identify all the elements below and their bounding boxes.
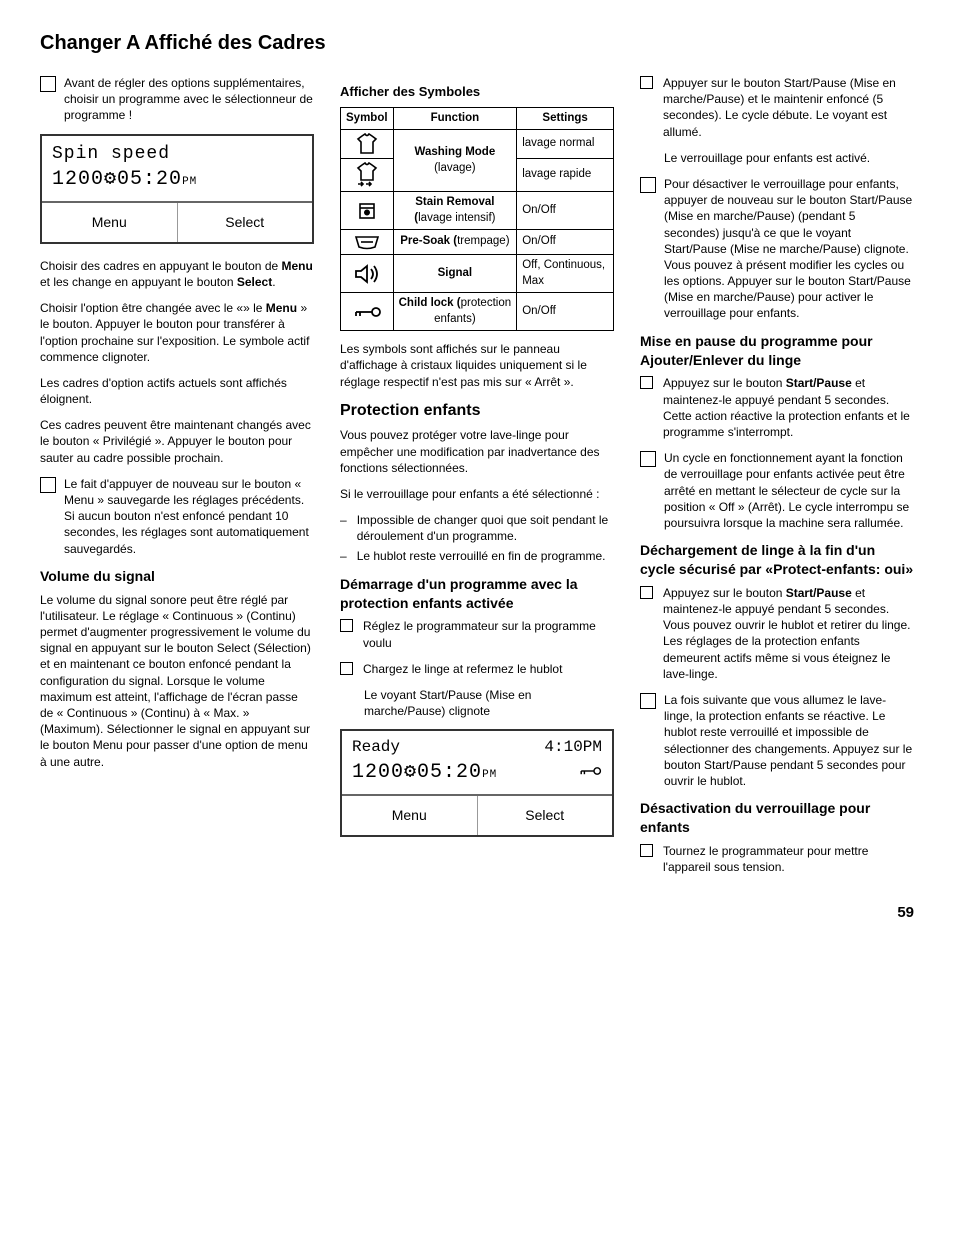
note-icon <box>40 477 56 493</box>
note-text: Pour désactiver le verrouillage pour enf… <box>664 176 914 322</box>
list-item: Tournez le programmateur pour mettre l'a… <box>640 843 914 875</box>
paragraph: Les cadres d'option actifs actuels sont … <box>40 375 314 407</box>
list-item: Le hublot reste verrouillé en fin de pro… <box>340 548 614 564</box>
columns: Avant de régler des options supplémentai… <box>40 75 914 885</box>
note-box: Pour désactiver le verrouillage pour enf… <box>640 176 914 322</box>
note-icon <box>640 693 656 709</box>
note-box: La fois suivante que vous allumez le lav… <box>640 692 914 789</box>
cell-setting: On/Off <box>517 230 614 255</box>
cell-fn: Washing Mode (lavage) <box>393 130 517 192</box>
note-text: Avant de régler des options supplémentai… <box>64 75 314 124</box>
th-symbol: Symbol <box>341 107 394 130</box>
checkbox-icon <box>640 844 653 857</box>
lcd-line2: 1200⚙05:20PM <box>52 166 302 193</box>
presoak-icon <box>341 230 394 255</box>
list-item: Appuyez sur le bouton Start/Pause et mai… <box>640 585 914 682</box>
table-row: Signal Off, Continuous, Max <box>341 255 614 293</box>
page-number: 59 <box>40 903 914 923</box>
paragraph: Vous pouvez protéger votre lave-linge po… <box>340 427 614 476</box>
note-text: Un cycle en fonctionnement ayant la fonc… <box>664 450 914 531</box>
table-row: Stain Removal (lavage intensif) On/Off <box>341 192 614 230</box>
checkbox-icon <box>340 662 353 675</box>
task-list: Appuyer sur le bouton Start/Pause (Mise … <box>640 75 914 140</box>
th-settings: Settings <box>517 107 614 130</box>
lcd-line1: Spin speed <box>52 142 302 166</box>
list-item: Réglez le programmateur sur la programme… <box>340 618 614 650</box>
column-2: Afficher des Symboles Symbol Function Se… <box>340 75 614 885</box>
task-list: Réglez le programmateur sur la programme… <box>340 618 614 677</box>
paragraph: Les symbols sont affichés sur le panneau… <box>340 341 614 390</box>
lcd-top-line: Ready 4:10PM <box>352 737 602 759</box>
table-row: Pre-Soak (trempage) On/Off <box>341 230 614 255</box>
heading-pause: Mise en pause du programme pour Ajouter/… <box>640 332 914 370</box>
heading-volume: Volume du signal <box>40 567 314 586</box>
cell-setting: lavage normal <box>517 130 614 159</box>
heading-protection: Protection enfants <box>340 400 614 422</box>
paragraph: Choisir des cadres en appuyant le bouton… <box>40 258 314 290</box>
paragraph: Le voyant Start/Pause (Mise en marche/Pa… <box>364 687 614 719</box>
key-icon <box>341 293 394 331</box>
paragraph: Si le verrouillage pour enfants a été sé… <box>340 486 614 502</box>
page-title: Changer A Affiché des Cadres <box>40 30 914 57</box>
note-text: La fois suivante que vous allumez le lav… <box>664 692 914 789</box>
task-list: Appuyez sur le bouton Start/Pause et mai… <box>640 585 914 682</box>
dash-list: Impossible de changer quoi que soit pend… <box>340 512 614 565</box>
note-icon <box>640 177 656 193</box>
checkbox-icon <box>640 376 653 389</box>
column-3: Appuyer sur le bouton Start/Pause (Mise … <box>640 75 914 885</box>
heading-dechargement: Déchargement de linge à la fin d'un cycl… <box>640 541 914 579</box>
list-item: Impossible de changer quoi que soit pend… <box>340 512 614 544</box>
paragraph: Choisir l'option être changée avec le «»… <box>40 300 314 365</box>
shirt-icon <box>341 130 394 159</box>
stain-icon <box>341 192 394 230</box>
checkbox-icon <box>340 619 353 632</box>
lcd-display-1: Spin speed 1200⚙05:20PM Menu Select <box>40 134 314 244</box>
shirt-arrows-icon <box>341 159 394 192</box>
paragraph: Le volume du signal sonore peut être rég… <box>40 592 314 770</box>
list-item: Appuyer sur le bouton Start/Pause (Mise … <box>640 75 914 140</box>
cell-setting: On/Off <box>517 293 614 331</box>
note-box: Avant de régler des options supplémentai… <box>40 75 314 124</box>
th-function: Function <box>393 107 517 130</box>
note-text: Le fait d'appuyer de nouveau sur le bout… <box>64 476 314 557</box>
note-icon <box>40 76 56 92</box>
note-box: Le fait d'appuyer de nouveau sur le bout… <box>40 476 314 557</box>
table-row: Child lock (protection enfants) On/Off <box>341 293 614 331</box>
lcd-line2: 1200⚙05:20PM <box>352 759 602 786</box>
lcd-select-button[interactable]: Select <box>478 796 613 835</box>
task-list: Appuyez sur le bouton Start/Pause et mai… <box>640 375 914 440</box>
paragraph: Ces cadres peuvent être maintenant chang… <box>40 417 314 466</box>
lcd-display-2: Ready 4:10PM 1200⚙05:20PM Menu Select <box>340 729 614 836</box>
note-icon <box>640 451 656 467</box>
note-box: Un cycle en fonctionnement ayant la fonc… <box>640 450 914 531</box>
lcd-select-button[interactable]: Select <box>178 203 313 242</box>
signal-icon <box>341 255 394 293</box>
symbols-table: Symbol Function Settings Washing Mode (l… <box>340 107 614 332</box>
cell-fn: Child lock (protection enfants) <box>393 293 517 331</box>
key-icon <box>578 759 602 786</box>
cell-fn: Stain Removal (lavage intensif) <box>393 192 517 230</box>
lcd-menu-button[interactable]: Menu <box>342 796 478 835</box>
list-item: Appuyez sur le bouton Start/Pause et mai… <box>640 375 914 440</box>
checkbox-icon <box>640 76 653 89</box>
table-row: Washing Mode (lavage) lavage normal <box>341 130 614 159</box>
cell-fn: Signal <box>393 255 517 293</box>
lcd-menu-button[interactable]: Menu <box>42 203 178 242</box>
heading-demarrage: Démarrage d'un programme avec la protect… <box>340 575 614 613</box>
list-item: Chargez le linge at refermez le hublot <box>340 661 614 677</box>
cell-setting: On/Off <box>517 192 614 230</box>
cell-setting: lavage rapide <box>517 159 614 192</box>
heading-symbols: Afficher des Symboles <box>340 83 614 101</box>
paragraph: Le verrouillage pour enfants est activé. <box>664 150 914 166</box>
heading-desactivation: Désactivation du verrouillage pour enfan… <box>640 799 914 837</box>
cell-setting: Off, Continuous, Max <box>517 255 614 293</box>
task-list: Tournez le programmateur pour mettre l'a… <box>640 843 914 875</box>
column-1: Avant de régler des options supplémentai… <box>40 75 314 885</box>
cell-fn: Pre-Soak (trempage) <box>393 230 517 255</box>
checkbox-icon <box>640 586 653 599</box>
